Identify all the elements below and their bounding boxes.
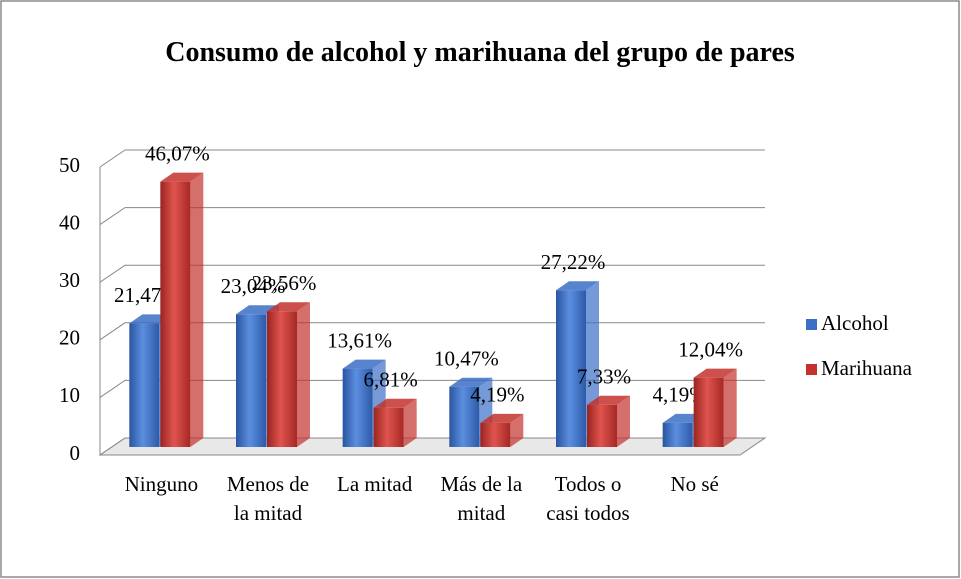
bar: [267, 302, 310, 447]
y-tick-label: 20: [59, 326, 80, 350]
y-tick-label: 50: [59, 153, 80, 177]
data-label: 6,81%: [364, 368, 418, 392]
data-label: 12,04%: [678, 337, 743, 361]
chart-title: Consumo de alcohol y marihuana del grupo…: [165, 37, 795, 68]
x-tick-label: La mitad: [337, 472, 413, 496]
bar: [693, 368, 737, 447]
data-label: 23,04%: [221, 274, 286, 298]
legend-label: Marihuana: [821, 356, 913, 380]
grid-line: [99, 437, 765, 456]
data-label: 46,07%: [145, 141, 210, 165]
grid-line: [99, 149, 765, 168]
grid-line: [99, 322, 765, 341]
y-tick-label: 30: [59, 268, 80, 292]
x-tick-label: No sé: [670, 472, 719, 496]
y-tick-label: 0: [70, 441, 81, 465]
grid-line: [99, 264, 765, 283]
bar: [373, 398, 417, 447]
data-label: 27,22%: [541, 250, 606, 274]
grid-line: [99, 379, 765, 398]
y-tick-label: 40: [59, 210, 80, 234]
y-tick-label: 10: [59, 383, 80, 407]
bar: [587, 395, 630, 447]
bar: [480, 413, 524, 447]
legend-label: Alcohol: [821, 311, 889, 335]
x-tick-label: Ninguno: [124, 472, 199, 496]
data-label: 10,47%: [434, 347, 499, 371]
x-tick-label: Todos o casi todos: [546, 472, 630, 525]
grid-line: [99, 207, 765, 226]
legend-swatch: [806, 319, 817, 330]
legend-swatch: [806, 364, 817, 375]
data-label: 23,56%: [252, 271, 317, 295]
data-label: 4,19%: [470, 383, 524, 407]
x-tick-label: Más de la mitad: [440, 472, 523, 525]
data-label: 7,33%: [577, 365, 631, 389]
data-label: 13,61%: [327, 328, 392, 352]
x-tick-label: Menos de la mitad: [226, 472, 310, 525]
bar: [160, 172, 204, 448]
